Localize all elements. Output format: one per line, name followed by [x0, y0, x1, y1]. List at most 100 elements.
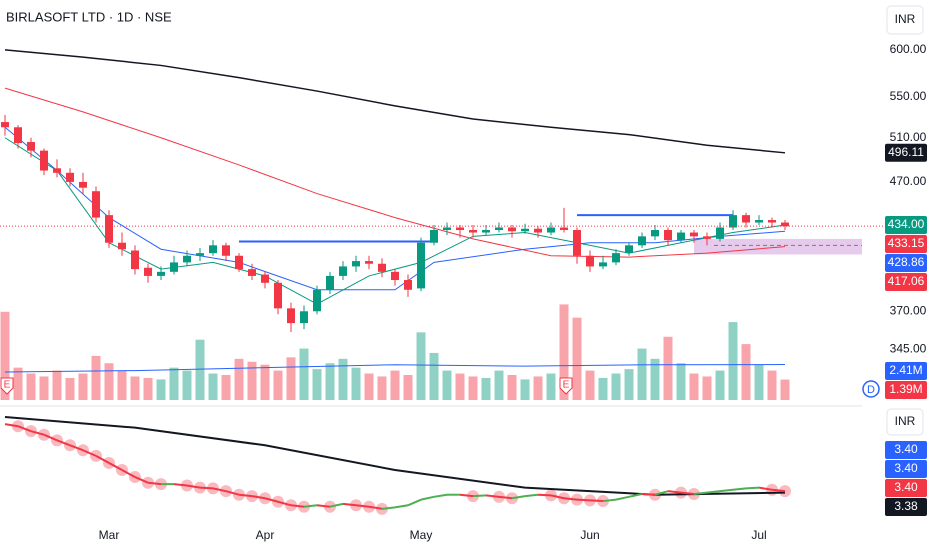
indicator-segment	[69, 444, 84, 452]
price-tag-label: 428.86	[888, 255, 925, 269]
indicator-segment	[173, 483, 188, 487]
indicator-segment	[355, 504, 370, 508]
volume-bar	[546, 373, 556, 400]
indicator-segment	[667, 490, 682, 494]
indicator-segment	[498, 495, 513, 500]
candle-body	[300, 311, 308, 324]
volume-bar	[637, 348, 647, 400]
volume-bar	[156, 379, 166, 400]
volume-bar	[78, 373, 88, 400]
candle-body	[443, 227, 451, 231]
indicator-segment	[381, 506, 396, 510]
volume-bar	[169, 367, 179, 400]
currency-box[interactable]	[886, 408, 924, 436]
candle-body	[53, 168, 61, 173]
indicator-segment	[602, 498, 617, 503]
indicator-segment	[316, 504, 331, 508]
price-tag	[885, 143, 927, 162]
volume-bar	[780, 379, 790, 400]
volume-bar	[39, 376, 49, 400]
candle-body	[391, 271, 399, 281]
volume-bar	[598, 377, 608, 400]
indicator-tag	[885, 498, 927, 516]
indicator-segment	[264, 497, 279, 503]
indicator-segment	[147, 481, 162, 486]
indicator-segment	[550, 494, 565, 500]
volume-bar	[0, 311, 10, 400]
price-tag-label: 433.15	[888, 236, 925, 250]
indicator-segment	[277, 500, 292, 507]
indicator-segment	[199, 486, 214, 490]
price-tag	[885, 216, 927, 235]
volume-bar	[520, 379, 530, 400]
volume-bar	[650, 358, 660, 400]
volume-bar	[130, 376, 140, 400]
indicator-segment	[693, 491, 708, 495]
indicator-tag	[885, 441, 927, 459]
candle-body	[560, 227, 568, 231]
indicator-segment	[329, 502, 344, 508]
volume-bar	[260, 364, 270, 400]
indicator-segment	[238, 493, 253, 498]
volume-bar	[273, 370, 283, 400]
dividend-icon[interactable]	[862, 380, 880, 398]
candle-body	[339, 266, 347, 276]
dividend-label: D	[867, 384, 875, 396]
volume-bar	[390, 370, 400, 400]
volume-bar	[286, 357, 296, 400]
volume-bar	[715, 370, 725, 400]
indicator-segment	[433, 493, 448, 498]
candle-body	[677, 232, 685, 241]
candle-body	[144, 267, 152, 276]
volume-bar	[338, 358, 348, 400]
price-tag	[885, 254, 927, 273]
indicator-segment	[589, 499, 604, 503]
candle-body	[40, 150, 48, 171]
indicator-tag	[885, 460, 927, 478]
indicator-tag-label: 3.40	[894, 461, 918, 475]
price-tag-label: 496.11	[888, 145, 924, 159]
volume-bar	[117, 370, 127, 400]
candle-body	[248, 269, 256, 276]
candle-body	[716, 227, 724, 239]
volume-bar	[195, 339, 205, 400]
candle-body	[235, 255, 243, 270]
indicator-segment	[134, 476, 149, 484]
indicator-segment	[576, 498, 591, 502]
volume-bar	[468, 376, 478, 400]
volume-bar	[208, 373, 218, 400]
candle-body	[742, 215, 750, 223]
ma-line	[4, 87, 786, 258]
x-tick-label: Apr	[256, 528, 275, 542]
indicator-segment	[615, 495, 630, 501]
candle-body	[326, 275, 334, 290]
indicator-segment	[290, 504, 305, 508]
volume-bar	[585, 370, 595, 400]
candle-body	[14, 127, 22, 144]
candle-body	[378, 263, 386, 272]
candle-body	[534, 228, 542, 233]
indicator-segment	[641, 493, 656, 496]
y-tick-label: 470.00	[890, 174, 927, 188]
volume-bar	[559, 304, 569, 400]
y-tick-label: 550.00	[890, 89, 927, 103]
indicator-segment	[251, 495, 266, 500]
volume-bar	[182, 370, 192, 400]
candle-body	[365, 261, 373, 264]
volume-tag	[885, 362, 927, 380]
candle-body	[430, 230, 438, 243]
volume-bar	[741, 344, 751, 400]
volume-bar	[377, 376, 387, 400]
indicator-segment	[56, 439, 71, 447]
currency-box[interactable]	[886, 5, 924, 35]
candle-body	[703, 236, 711, 239]
event-icon	[0, 377, 14, 395]
volume-bar	[26, 373, 36, 400]
indicator-currency: INR	[895, 414, 916, 428]
candle-body	[573, 230, 581, 256]
price-tag	[885, 235, 927, 254]
indicator-segment	[654, 490, 669, 496]
volume-bar	[676, 363, 686, 400]
